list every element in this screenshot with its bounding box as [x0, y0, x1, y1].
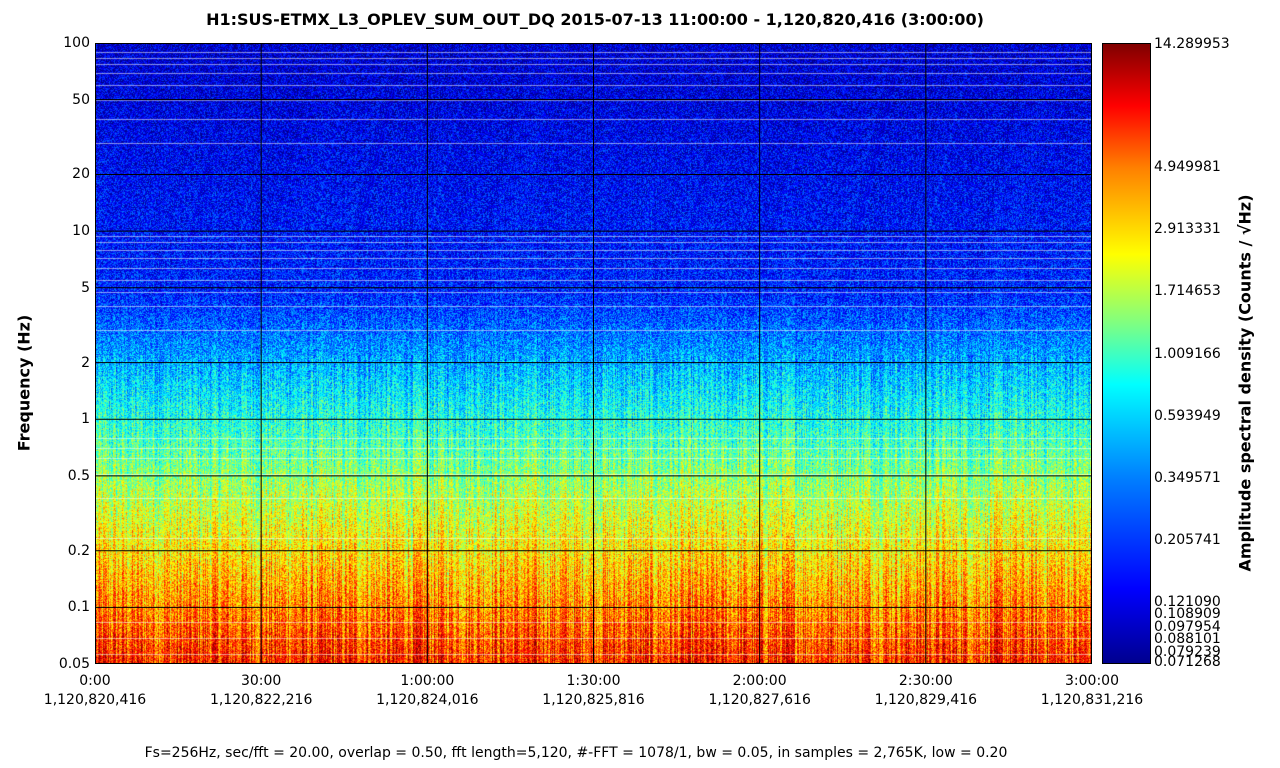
x-tick-label: 0:00 1,120,820,416: [44, 672, 146, 710]
x-tick-label: 2:30:00 1,120,829,416: [875, 672, 977, 710]
plot-grid: [95, 43, 1092, 664]
x-tick-gps: 1,120,824,016: [376, 692, 479, 708]
x-tick-gps: 1,120,829,416: [874, 692, 978, 708]
y-tick-label: 1: [81, 411, 90, 428]
x-tick-gps: 1,120,827,616: [708, 692, 811, 708]
colorbar: [1102, 43, 1151, 664]
x-tick-time: 1:00:00: [400, 673, 455, 689]
colorbar-tick-label: 0.108909: [1154, 606, 1221, 623]
colorbar-label: Amplitude spectral density (Counts / √Hz…: [1235, 194, 1255, 572]
colorbar-tick-label: 0.593949: [1154, 407, 1221, 424]
colorbar-tick-label: 0.071268: [1154, 654, 1221, 670]
x-tick-time: 30:00: [240, 673, 282, 689]
x-tick-time: 2:00:00: [732, 673, 787, 689]
colorbar-tick-label: 1.714653: [1154, 283, 1221, 300]
colorbar-tick-label: 4.949981: [1154, 159, 1221, 176]
x-tick-label: 1:30:00 1,120,825,816: [542, 672, 644, 710]
y-tick-label: 0.5: [67, 467, 90, 484]
colorbar-tick-label: 0.079239: [1154, 643, 1221, 660]
x-tick-gps: 1,120,825,816: [542, 692, 645, 708]
y-tick-label: 0.05: [58, 656, 90, 672]
y-tick-label: 5: [81, 279, 90, 296]
x-tick-time: 1:30:00: [566, 673, 621, 689]
x-tick-label: 1:00:00 1,120,824,016: [376, 672, 478, 710]
y-tick-label: 0.1: [67, 599, 90, 616]
chart-title: H1:SUS-ETMX_L3_OPLEV_SUM_OUT_DQ 2015-07-…: [206, 10, 984, 29]
x-tick-label: 3:00:00 1,120,831,216: [1041, 672, 1143, 710]
colorbar-tick-label: 0.097954: [1154, 618, 1221, 635]
y-tick-label: 2: [81, 354, 90, 371]
x-tick-gps: 1,120,820,416: [43, 692, 147, 708]
colorbar-tick-label: 0.121090: [1154, 593, 1221, 610]
colorbar-tick-label: 1.009166: [1154, 345, 1221, 362]
colorbar-tick-label: 0.349571: [1154, 469, 1221, 486]
x-tick-time: 0:00: [79, 673, 111, 689]
y-tick-label: 10: [72, 223, 90, 240]
y-tick-label: 100: [63, 35, 90, 51]
colorbar-tick-label: 0.205741: [1154, 531, 1221, 548]
y-axis-label: Frequency (Hz): [14, 314, 34, 452]
x-tick-gps: 1,120,822,216: [209, 692, 313, 708]
x-tick-label: 2:00:00 1,120,827,616: [708, 672, 810, 710]
y-tick-label: 0.2: [67, 542, 90, 559]
x-tick-time: 3:00:00: [1065, 673, 1119, 689]
y-tick-label: 20: [72, 166, 90, 183]
x-tick-time: 2:30:00: [898, 673, 953, 689]
y-tick-label: 50: [72, 91, 90, 108]
colorbar-tick-label: 0.088101: [1154, 631, 1221, 648]
colorbar-tick-label: 2.913331: [1154, 221, 1221, 238]
x-tick-gps: 1,120,831,216: [1040, 692, 1144, 708]
x-tick-label: 30:00 1,120,822,216: [210, 672, 312, 710]
chart-footnote: Fs=256Hz, sec/fft = 20.00, overlap = 0.5…: [144, 745, 1008, 761]
colorbar-tick-label: 14.289953: [1154, 36, 1230, 52]
